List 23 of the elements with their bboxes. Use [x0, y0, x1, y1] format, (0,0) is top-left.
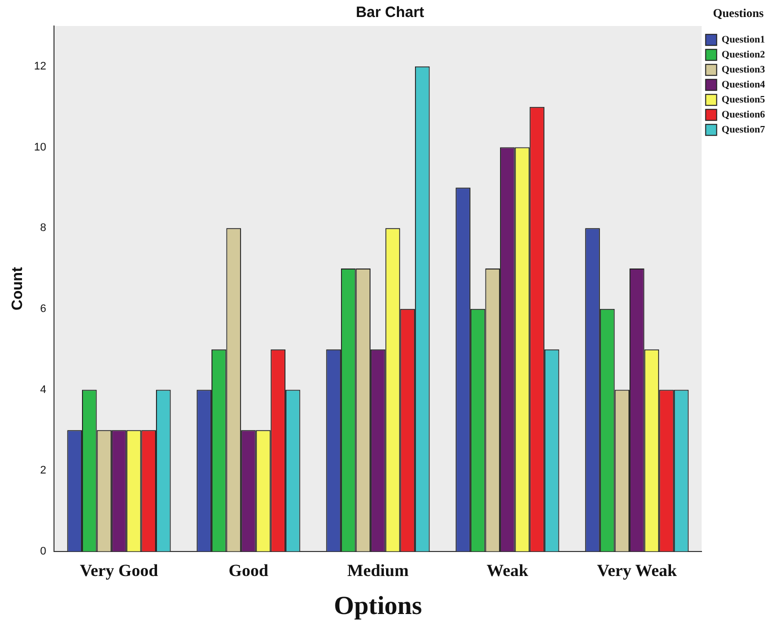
- y-axis-title: Count: [9, 267, 26, 310]
- y-tick-label: 10: [34, 141, 46, 154]
- y-tick-label: 12: [34, 60, 46, 72]
- x-axis-title: Options: [334, 591, 422, 620]
- x-tick-label: Good: [228, 560, 269, 580]
- legend-label: Question3: [722, 64, 766, 76]
- chart-title: Bar Chart: [356, 4, 424, 22]
- legend-label: Question2: [722, 49, 766, 60]
- y-tick-label: 8: [40, 222, 46, 234]
- legend-label: Question4: [722, 79, 766, 90]
- legend-title: Questions: [712, 6, 764, 20]
- y-tick-label: 2: [40, 464, 46, 477]
- x-tick-label: Very Good: [80, 560, 159, 580]
- legend-label: Question1: [722, 34, 766, 46]
- y-tick-label: 6: [40, 302, 46, 315]
- y-tick-label: 4: [40, 384, 46, 396]
- x-tick-label: Medium: [347, 560, 409, 580]
- x-tick-label: Weak: [486, 560, 529, 580]
- legend-label: Question5: [722, 94, 766, 106]
- x-tick-label: Very Weak: [597, 560, 678, 580]
- legend-label: Question6: [722, 109, 766, 120]
- legend-label: Question7: [722, 124, 766, 136]
- y-tick-label: 0: [40, 545, 46, 558]
